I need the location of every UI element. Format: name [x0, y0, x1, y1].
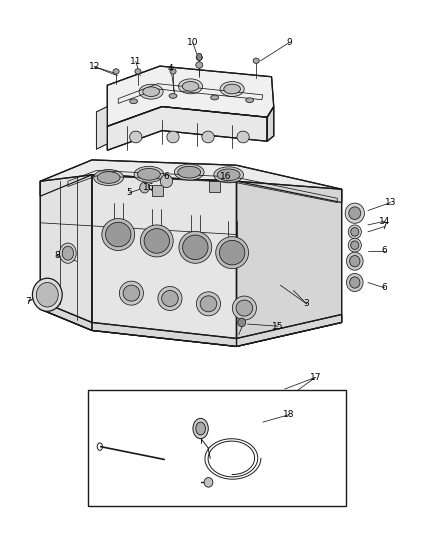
Ellipse shape	[204, 478, 213, 487]
Ellipse shape	[123, 285, 140, 301]
Ellipse shape	[140, 225, 173, 257]
Ellipse shape	[219, 240, 245, 265]
Ellipse shape	[197, 53, 202, 61]
Ellipse shape	[174, 164, 204, 180]
Text: 13: 13	[385, 198, 396, 207]
Ellipse shape	[348, 238, 361, 252]
Ellipse shape	[134, 166, 164, 182]
Ellipse shape	[238, 318, 246, 327]
Ellipse shape	[158, 287, 182, 310]
Ellipse shape	[97, 172, 120, 183]
Text: 10: 10	[187, 38, 198, 47]
Ellipse shape	[94, 169, 124, 185]
Ellipse shape	[119, 281, 143, 305]
Ellipse shape	[224, 84, 240, 94]
Ellipse shape	[220, 82, 244, 96]
Ellipse shape	[162, 290, 178, 306]
Ellipse shape	[217, 169, 240, 181]
Ellipse shape	[196, 422, 205, 435]
Ellipse shape	[135, 69, 141, 74]
Ellipse shape	[345, 203, 364, 223]
Ellipse shape	[62, 246, 74, 260]
Ellipse shape	[350, 277, 360, 288]
Bar	[152, 185, 163, 196]
Ellipse shape	[214, 167, 244, 183]
Text: 12: 12	[88, 62, 100, 71]
Polygon shape	[96, 107, 107, 149]
Ellipse shape	[246, 98, 254, 102]
Ellipse shape	[346, 252, 363, 270]
Ellipse shape	[350, 255, 360, 267]
Text: 16: 16	[220, 173, 231, 181]
Ellipse shape	[170, 69, 176, 74]
Text: 11: 11	[130, 57, 141, 66]
Ellipse shape	[351, 241, 359, 249]
Text: 6: 6	[381, 246, 388, 255]
Ellipse shape	[182, 82, 199, 91]
Text: 18: 18	[283, 410, 295, 419]
Ellipse shape	[167, 131, 179, 143]
Polygon shape	[40, 160, 342, 203]
Text: 5: 5	[126, 189, 132, 197]
Text: 17: 17	[310, 373, 321, 382]
Ellipse shape	[253, 58, 259, 63]
Ellipse shape	[183, 235, 208, 260]
Ellipse shape	[102, 219, 135, 251]
Ellipse shape	[236, 300, 253, 316]
Ellipse shape	[178, 166, 201, 178]
Ellipse shape	[196, 55, 202, 60]
Ellipse shape	[113, 69, 119, 74]
Text: 16: 16	[143, 183, 155, 192]
Ellipse shape	[32, 278, 62, 311]
Polygon shape	[92, 175, 237, 346]
Ellipse shape	[143, 87, 159, 96]
Text: 6: 6	[163, 173, 170, 181]
Ellipse shape	[349, 207, 361, 220]
Ellipse shape	[215, 237, 249, 269]
Bar	[88, 390, 346, 506]
Bar	[209, 181, 220, 192]
Text: 6: 6	[381, 284, 388, 292]
Text: 7: 7	[381, 222, 388, 231]
Polygon shape	[40, 301, 342, 346]
Polygon shape	[237, 181, 342, 346]
Ellipse shape	[237, 131, 249, 143]
Ellipse shape	[196, 62, 203, 68]
Ellipse shape	[169, 94, 177, 99]
Ellipse shape	[202, 131, 214, 143]
Ellipse shape	[233, 296, 257, 320]
Ellipse shape	[200, 296, 217, 312]
Text: 9: 9	[286, 38, 292, 47]
Text: 15: 15	[272, 322, 284, 330]
Ellipse shape	[139, 84, 163, 99]
Ellipse shape	[193, 418, 208, 439]
Ellipse shape	[211, 95, 219, 100]
Ellipse shape	[179, 231, 212, 263]
Ellipse shape	[130, 99, 138, 103]
Ellipse shape	[346, 273, 363, 292]
Text: 3: 3	[304, 300, 310, 308]
Polygon shape	[107, 66, 274, 126]
Ellipse shape	[179, 79, 202, 94]
Text: 7: 7	[25, 297, 32, 305]
Ellipse shape	[196, 292, 220, 316]
Ellipse shape	[130, 131, 142, 143]
Ellipse shape	[140, 182, 149, 193]
Polygon shape	[267, 107, 274, 141]
Text: 4: 4	[168, 64, 173, 72]
Ellipse shape	[144, 229, 170, 253]
Text: 8: 8	[54, 252, 60, 260]
Ellipse shape	[60, 243, 76, 263]
Ellipse shape	[160, 175, 173, 188]
Ellipse shape	[348, 225, 361, 239]
Ellipse shape	[138, 168, 160, 180]
Ellipse shape	[106, 222, 131, 247]
Polygon shape	[40, 175, 92, 330]
Ellipse shape	[36, 282, 58, 307]
Text: 14: 14	[379, 217, 390, 225]
Polygon shape	[107, 107, 267, 150]
Ellipse shape	[351, 228, 359, 236]
